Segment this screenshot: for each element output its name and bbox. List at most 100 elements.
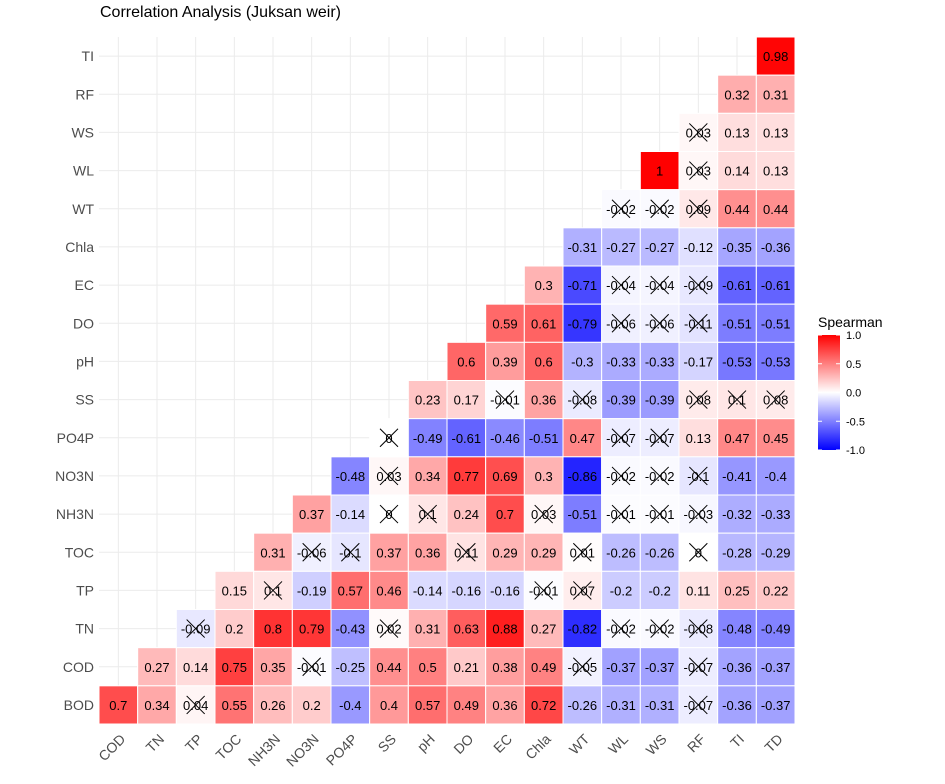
heatmap-cell: -0.06 bbox=[291, 532, 332, 572]
heatmap-cell: -0.26 bbox=[639, 532, 680, 572]
insignificant-cross bbox=[418, 504, 438, 524]
heatmap-cell: -0.08 bbox=[678, 609, 719, 649]
cell-value-label: -0.27 bbox=[645, 240, 675, 255]
heatmap-cell: 0.79 bbox=[291, 609, 332, 649]
cell-fill bbox=[717, 494, 757, 534]
cell-fill bbox=[717, 112, 757, 153]
cell-value-label: 0.6 bbox=[535, 354, 553, 369]
cell-value-label: -0.37 bbox=[645, 660, 675, 675]
heatmap-cell: -0.46 bbox=[485, 418, 525, 458]
cell-fill bbox=[446, 647, 487, 687]
insignificant-cross bbox=[534, 504, 554, 524]
cell-fill bbox=[562, 227, 603, 267]
cell-value-label: 0.31 bbox=[415, 622, 440, 637]
heatmap-cell: -0.02 bbox=[601, 609, 641, 649]
y-tick-label: EC bbox=[75, 277, 94, 293]
heatmap-cell: -0.08 bbox=[562, 380, 603, 420]
cell-value-label: -0.26 bbox=[568, 698, 598, 713]
heatmap-cell: -0.11 bbox=[678, 303, 719, 343]
cell-value-label: -0.46 bbox=[490, 431, 520, 446]
cell-value-label: -0.82 bbox=[568, 622, 598, 637]
cell-fill bbox=[523, 265, 564, 305]
cell-value-label: 0.21 bbox=[454, 660, 479, 675]
cell-fill bbox=[755, 36, 796, 76]
insignificant-cross bbox=[534, 581, 554, 600]
heatmap-cell: 0.26 bbox=[253, 685, 293, 725]
cell-fill bbox=[291, 609, 332, 649]
cell-fill bbox=[601, 609, 641, 649]
cell-fill bbox=[717, 189, 757, 229]
heatmap-cell: -0.28 bbox=[717, 532, 757, 572]
cell-value-label: 0.4 bbox=[380, 698, 398, 713]
cell-value-label: 0.29 bbox=[492, 545, 517, 560]
x-tick-label: PO4P bbox=[323, 731, 361, 769]
y-tick-label: TN bbox=[75, 621, 94, 637]
cell-fill bbox=[485, 532, 525, 572]
heatmap-cell: 0.7 bbox=[98, 685, 139, 725]
cell-value-label: -0.36 bbox=[722, 698, 752, 713]
cell-value-label: -0.51 bbox=[529, 431, 559, 446]
cell-value-label: -0.2 bbox=[648, 583, 670, 598]
heatmap-cell: -0.71 bbox=[562, 265, 603, 305]
heatmap-cell: 0.08 bbox=[755, 380, 796, 420]
cell-value-label: 0.75 bbox=[222, 660, 247, 675]
cell-value-label: 0.72 bbox=[531, 698, 556, 713]
heatmap-cell: -0.82 bbox=[562, 609, 603, 649]
heatmap-cell: 0.44 bbox=[717, 189, 757, 229]
cell-value-label: -0.53 bbox=[722, 354, 752, 369]
heatmap-cell: 0.57 bbox=[407, 685, 448, 725]
cell-value-label: 0.88 bbox=[492, 622, 517, 637]
insignificant-cross bbox=[650, 466, 670, 486]
cell-value-label: -0.39 bbox=[606, 393, 636, 408]
insignificant-cross bbox=[650, 275, 670, 295]
heatmap-cell: -0.31 bbox=[562, 227, 603, 267]
heatmap-cell: -0.53 bbox=[755, 341, 796, 382]
heatmap-cell: -0.27 bbox=[601, 227, 641, 267]
insignificant-cross bbox=[650, 313, 670, 333]
y-tick-label: WL bbox=[73, 163, 94, 179]
cell-value-label: -0.36 bbox=[761, 240, 791, 255]
heatmap-cell: 0.29 bbox=[485, 532, 525, 572]
cell-value-label: 0.49 bbox=[454, 698, 479, 713]
heatmap-cell: 0.03 bbox=[523, 494, 564, 534]
heatmap-cell: 0 bbox=[369, 494, 409, 534]
y-tick-label: RF bbox=[75, 86, 94, 102]
cell-value-label: 0.36 bbox=[531, 393, 556, 408]
heatmap-cell: -0.33 bbox=[755, 494, 796, 534]
insignificant-cross bbox=[572, 657, 592, 677]
cell-value-label: -0.27 bbox=[606, 240, 636, 255]
heatmap-cell: -0.07 bbox=[678, 647, 719, 687]
insignificant-cross bbox=[572, 390, 592, 409]
cell-fill bbox=[755, 685, 796, 725]
insignificant-cross bbox=[379, 428, 399, 448]
insignificant-cross bbox=[611, 199, 631, 219]
heatmap-cell: -0.37 bbox=[601, 647, 641, 687]
insignificant-cross bbox=[688, 390, 708, 409]
cell-value-label: 0.23 bbox=[415, 393, 440, 408]
cell-value-label: 0.13 bbox=[686, 431, 711, 446]
cell-value-label: 0.44 bbox=[724, 202, 749, 217]
heatmap-cell: 0.5 bbox=[407, 647, 448, 687]
cell-fill bbox=[601, 570, 641, 610]
heatmap-cell: -0.14 bbox=[407, 570, 448, 610]
insignificant-cross bbox=[611, 466, 631, 486]
cell-value-label: -0.33 bbox=[606, 354, 636, 369]
heatmap-cell: 0.36 bbox=[485, 685, 525, 725]
x-tick-label: NH3N bbox=[245, 731, 283, 769]
insignificant-cross bbox=[650, 619, 670, 638]
heatmap-cell: -0.33 bbox=[601, 341, 641, 382]
cell-fill bbox=[485, 456, 525, 496]
heatmap-cell: 0.25 bbox=[717, 570, 757, 610]
insignificant-cross bbox=[302, 542, 322, 562]
heatmap-cell: -0.61 bbox=[755, 265, 796, 305]
cell-fill bbox=[137, 647, 177, 687]
cell-value-label: 0.63 bbox=[454, 622, 479, 637]
cell-value-label: -0.4 bbox=[339, 698, 361, 713]
insignificant-cross bbox=[688, 504, 708, 524]
cell-fill bbox=[639, 532, 680, 572]
heatmap-cell: 0.2 bbox=[291, 685, 332, 725]
y-tick-label: pH bbox=[76, 353, 94, 369]
cell-fill bbox=[601, 494, 641, 534]
heatmap-cell: 0.1 bbox=[407, 494, 448, 534]
heatmap-cell: 0.6 bbox=[446, 341, 487, 382]
